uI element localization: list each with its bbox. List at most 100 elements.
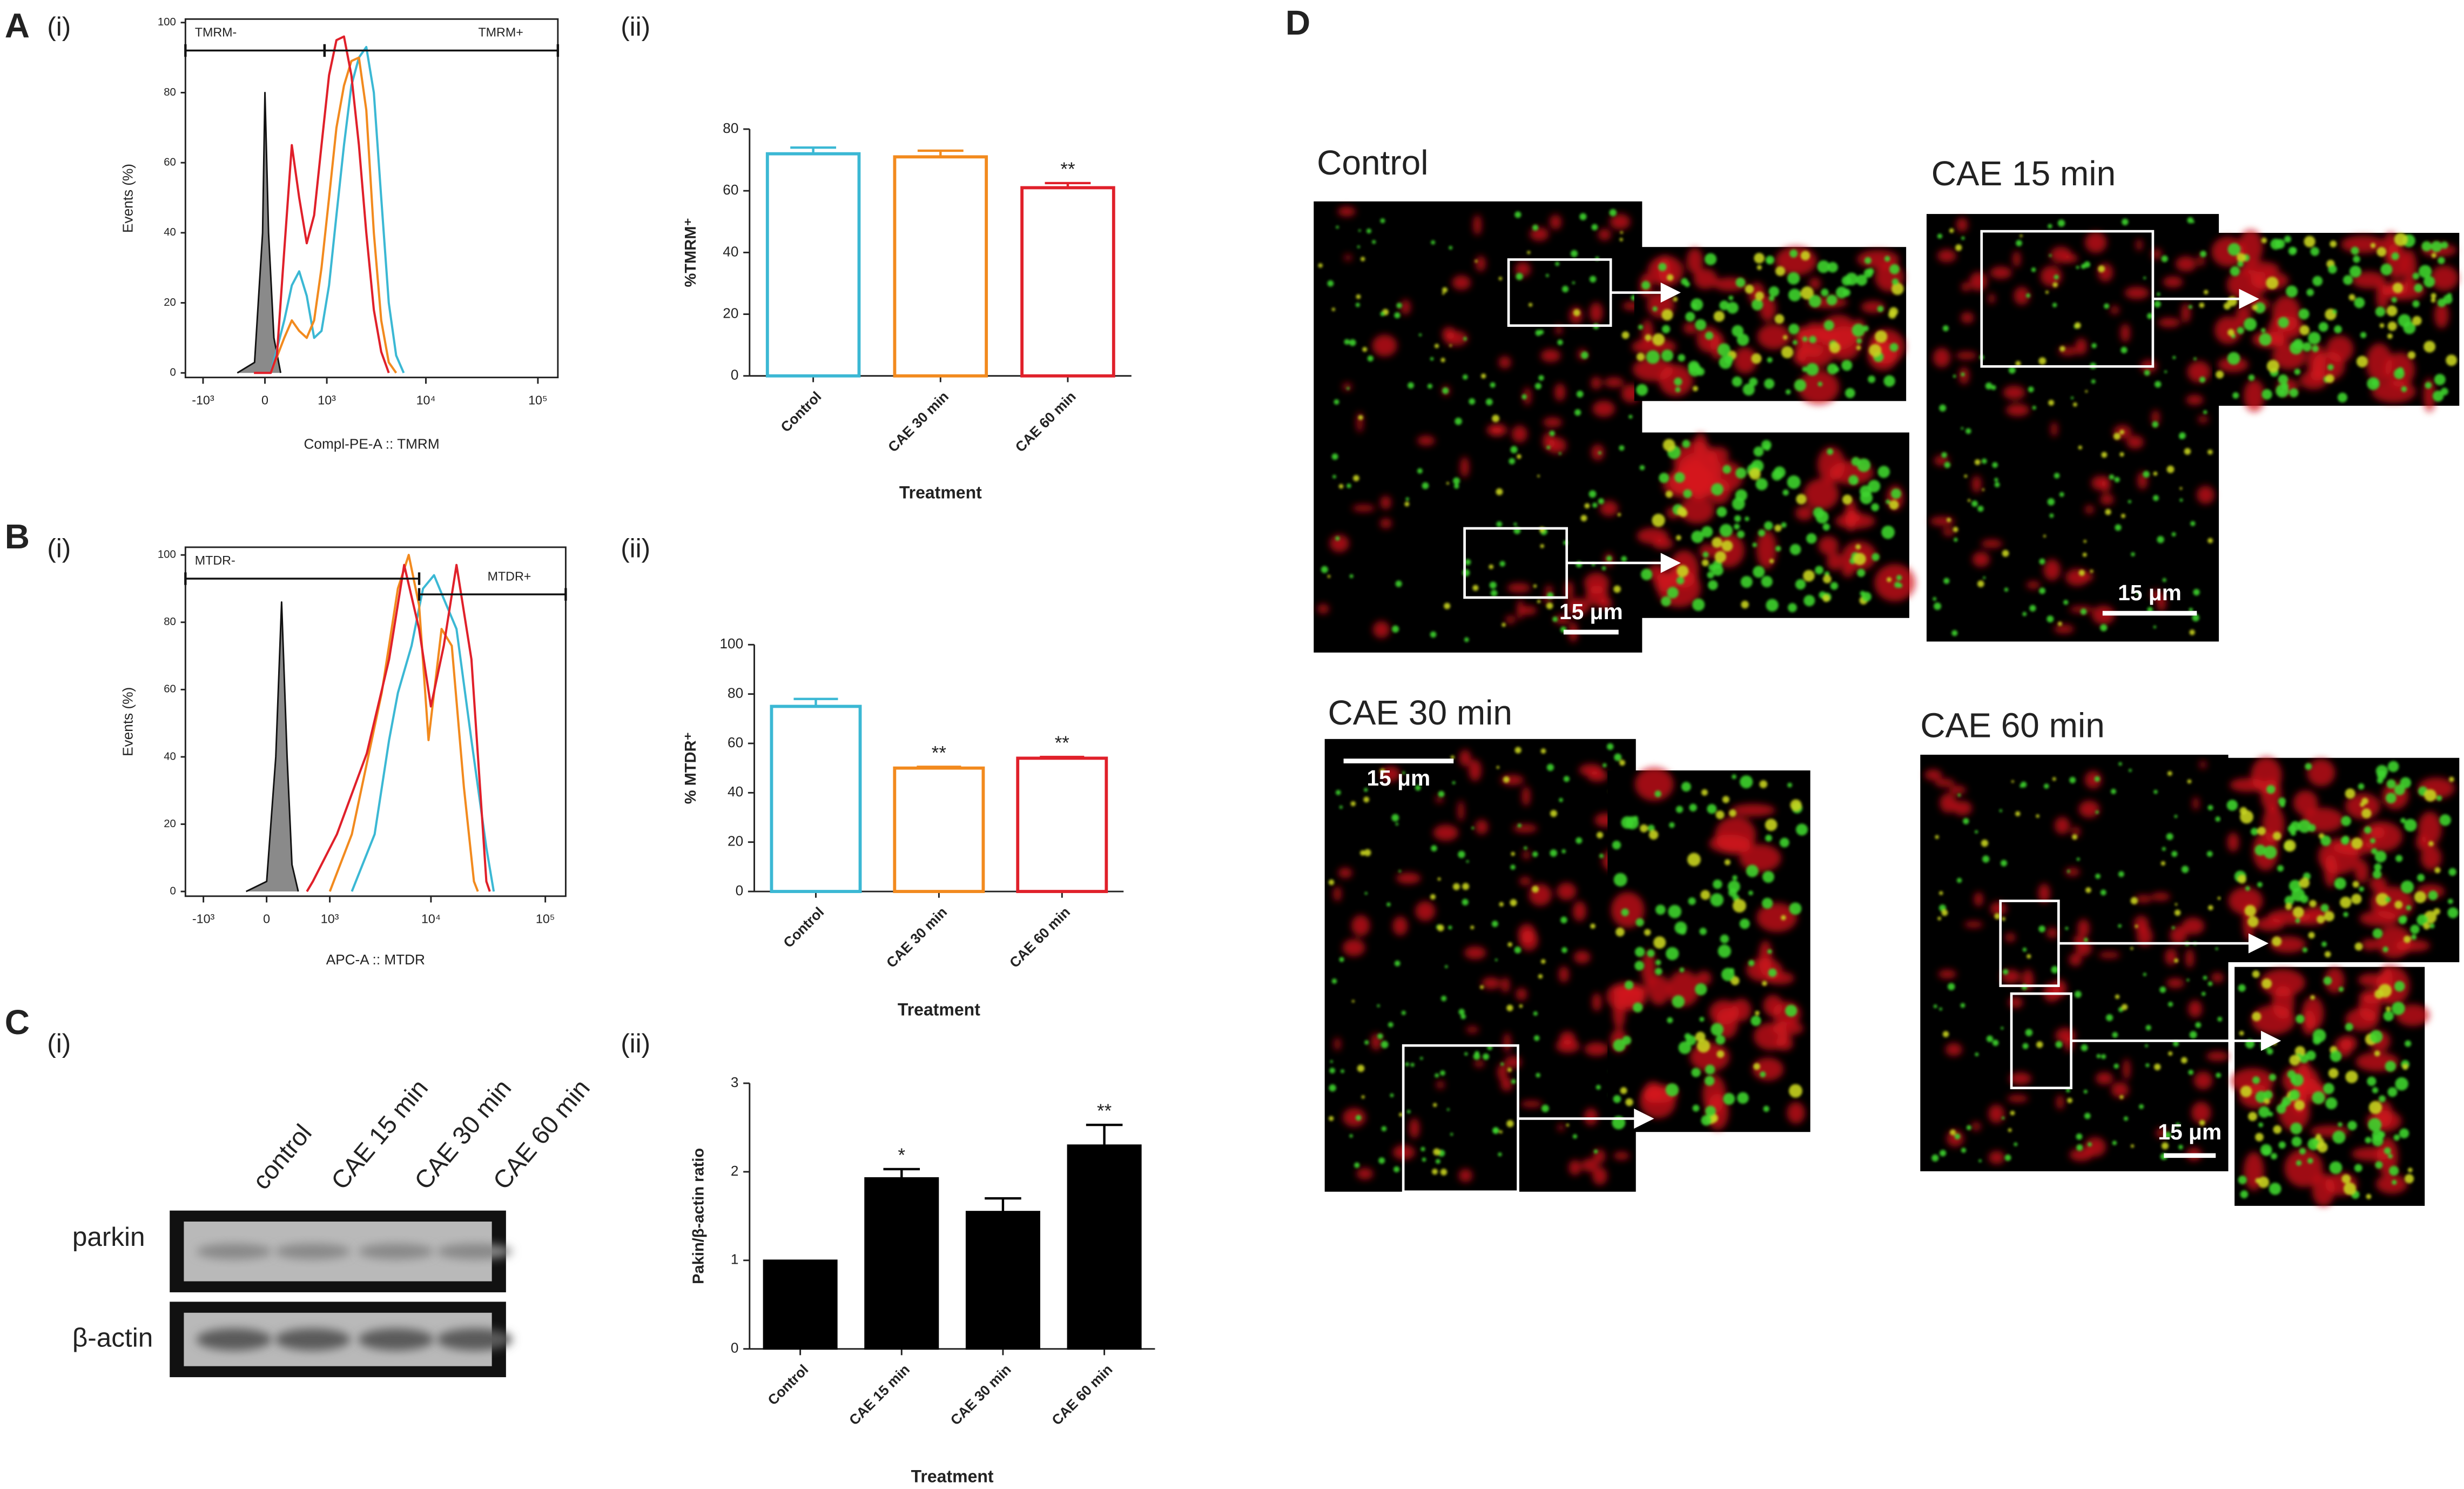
mito-green (2385, 793, 2396, 804)
mito-green (1977, 505, 1984, 512)
mito-red (1763, 995, 1783, 1016)
mito-green (1646, 350, 1660, 364)
mito-red (1457, 800, 1464, 822)
mito-green (2227, 352, 2240, 365)
mito-green (2285, 903, 2292, 910)
mito-green (2090, 569, 2093, 573)
mito-green (1462, 883, 1470, 890)
mito-green (1537, 600, 1541, 603)
mito-green (1560, 916, 1567, 924)
mito-red (2256, 917, 2285, 931)
mito-red (2063, 254, 2078, 263)
mito-green (2011, 780, 2014, 783)
mito-green (1759, 780, 1768, 788)
mito-red (1844, 498, 1857, 532)
mito-green (2095, 810, 2099, 814)
mito-green (2387, 1087, 2398, 1097)
mito-green (1942, 1031, 1949, 1037)
mito-green (1347, 387, 1350, 390)
mito-green (1953, 374, 1956, 378)
mito-green (2360, 332, 2367, 338)
mito-green (1758, 529, 1766, 537)
mito-green (1644, 929, 1651, 936)
mito-green (2431, 241, 2442, 252)
mito-red (1550, 214, 1562, 230)
mito-green (2414, 284, 2423, 293)
mito-green (2384, 1147, 2391, 1155)
mito-green (1619, 760, 1625, 766)
mito-green (2237, 327, 2244, 334)
mito-green (1489, 581, 1497, 589)
mito-green (1689, 803, 1697, 812)
mito-green (1713, 879, 1722, 889)
mito-green (1954, 538, 1958, 542)
mito-green (1678, 354, 1686, 362)
mito-green (1877, 466, 1890, 478)
green-signal (1318, 209, 1637, 642)
mito-green (2290, 341, 2303, 354)
mito-green (2025, 1029, 2033, 1036)
mito-green (2272, 936, 2282, 947)
mito-green (2428, 841, 2434, 847)
mito-green (2114, 477, 2120, 482)
mito-green (1589, 276, 1597, 283)
mito-green (2008, 366, 2016, 374)
mito-green (1552, 616, 1558, 622)
mito-green (2398, 916, 2407, 924)
mito-red (2182, 917, 2205, 935)
mito-green (1755, 1010, 1760, 1016)
mito-green (1662, 439, 1675, 452)
mito-green (1380, 218, 1385, 224)
mito-green (1666, 947, 1679, 961)
mito-green (1773, 466, 1786, 479)
y-tick-label: 80 (728, 685, 743, 701)
mito-green (2145, 1025, 2151, 1031)
mito-green (2052, 282, 2058, 287)
mito-green (1817, 260, 1830, 273)
mito-green (1775, 266, 1786, 276)
mito-green (1755, 478, 1768, 491)
mito-green (1711, 483, 1724, 496)
mito-green (1633, 815, 1639, 821)
mito-green (2354, 1164, 2362, 1172)
panel-label: A (5, 6, 30, 45)
mito-green (1994, 482, 2000, 488)
mito-green (2400, 880, 2414, 894)
mito-red (1759, 296, 1776, 321)
mito-red (1817, 447, 1846, 483)
mito-green (2407, 1168, 2413, 1173)
mito-green (2085, 887, 2091, 893)
mito-green (2389, 1165, 2399, 1176)
mito-green (1692, 386, 1698, 392)
mito-green (2189, 607, 2193, 612)
mito-green (1576, 390, 1584, 398)
mito-green (1415, 784, 1421, 791)
mito-green (1444, 965, 1448, 969)
mito-green (2399, 1128, 2409, 1138)
y-tick-label: 2 (731, 1163, 739, 1179)
mito-green (1868, 480, 1881, 493)
mito-green (2022, 1043, 2029, 1049)
mito-green (1496, 766, 1500, 769)
mito-green (1655, 960, 1661, 965)
mito-red (1572, 901, 1587, 922)
mito-red (1757, 324, 1790, 350)
mito-green (1574, 409, 1581, 416)
mito-green (1357, 245, 1361, 249)
mito-green (1961, 372, 1965, 377)
micrograph-image (1632, 246, 1907, 405)
mito-green (2161, 1142, 2169, 1150)
mito-green (2031, 267, 2036, 272)
mito-green (2022, 947, 2027, 952)
mito-green (1787, 475, 1801, 489)
mito-red (1458, 1169, 1473, 1183)
mito-green (2217, 896, 2221, 900)
mito-green (2000, 860, 2008, 867)
mito-green (2270, 238, 2281, 250)
mito-green (1652, 306, 1658, 312)
mito-green (1806, 363, 1819, 376)
mito-green (1379, 768, 1385, 774)
blot-band (358, 1328, 434, 1351)
mito-red (1599, 500, 1618, 517)
mito-green (2431, 298, 2436, 303)
